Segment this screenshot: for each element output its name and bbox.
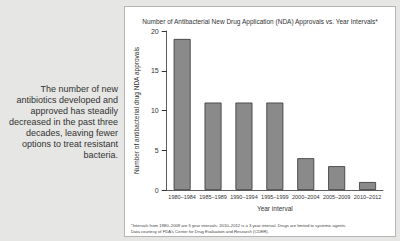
- svg-text:Data courtesy of FDA's Center: Data courtesy of FDA's Center for Drug E…: [131, 229, 269, 234]
- svg-text:0: 0: [155, 187, 159, 194]
- svg-text:1990–1994: 1990–1994: [230, 194, 258, 200]
- svg-text:2000–2004: 2000–2004: [292, 194, 320, 200]
- svg-text:2010–2012: 2010–2012: [354, 194, 382, 200]
- svg-text:5: 5: [155, 147, 159, 154]
- svg-text:*Intervals from 1980–2009 are: *Intervals from 1980–2009 are 5 year int…: [131, 223, 346, 228]
- svg-text:1980–1984: 1980–1984: [168, 194, 196, 200]
- svg-text:10: 10: [151, 107, 159, 114]
- svg-text:1995–1999: 1995–1999: [261, 194, 289, 200]
- svg-text:Number of antibacterial drug N: Number of antibacterial drug NDA approva…: [133, 46, 141, 174]
- svg-text:15: 15: [151, 67, 159, 74]
- svg-text:20: 20: [151, 28, 159, 35]
- svg-text:1985–1989: 1985–1989: [199, 194, 227, 200]
- svg-text:Number of Antibacterial New Dr: Number of Antibacterial New Drug Applica…: [142, 18, 378, 26]
- html-text:The number of new antibiotics: The number of new antibiotics developed …: [8, 84, 118, 160]
- svg-text:Year interval: Year interval: [257, 205, 293, 212]
- svg-text:2005–2009: 2005–2009: [323, 194, 351, 200]
